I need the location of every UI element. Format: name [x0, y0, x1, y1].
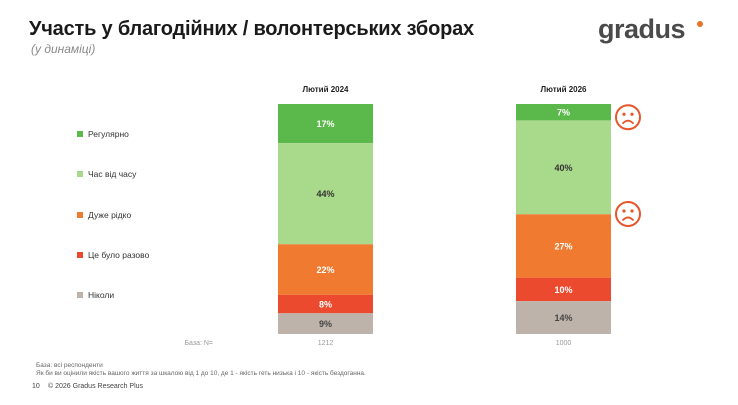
bar-segment	[278, 313, 373, 334]
copyright: © 2026 Gradus Research Plus	[48, 383, 144, 390]
data-label: 9%	[319, 319, 332, 329]
legend-label: Дуже рідко	[88, 210, 131, 220]
bar-segment	[278, 104, 373, 144]
sad-face-icon	[615, 104, 641, 131]
data-label: 17%	[316, 119, 334, 129]
data-label: 44%	[316, 189, 334, 199]
bar-segment	[516, 301, 611, 334]
bar-segment	[278, 244, 373, 295]
legend-swatch	[77, 171, 83, 177]
legend-label: Регулярно	[88, 129, 129, 139]
page-title: Участь у благодійних / волонтерських збо…	[29, 18, 474, 40]
page-number: 10	[32, 383, 40, 390]
sad-face-icon	[615, 200, 641, 227]
data-label: 7%	[557, 108, 570, 118]
data-label: 22%	[316, 265, 334, 275]
page-subtitle: (у динаміці)	[31, 42, 96, 56]
bar-segment	[516, 120, 611, 215]
legend-swatch	[77, 212, 83, 218]
base-value: 1000	[556, 340, 572, 347]
base-label: База: N=	[184, 340, 213, 347]
legend-swatch	[77, 252, 83, 258]
data-label: 10%	[554, 285, 572, 295]
category-label: Лютий 2024	[302, 85, 349, 94]
data-label: 8%	[319, 300, 332, 310]
footnote-base: База: всі респонденти	[36, 362, 103, 369]
legend-swatch	[77, 131, 83, 137]
bar-segment	[516, 214, 611, 278]
footnote-question: Як би ви оцінили якість вашого життя за …	[36, 370, 366, 377]
data-label: 40%	[554, 163, 572, 173]
bar-segment	[516, 104, 611, 121]
legend-swatch	[77, 292, 83, 298]
bar-segment	[516, 277, 611, 302]
legend-label: Ніколи	[88, 290, 114, 300]
legend-label: Це було разово	[88, 250, 150, 260]
legend-label: Час від часу	[88, 169, 137, 179]
data-label: 14%	[554, 313, 572, 323]
base-value: 1212	[318, 340, 334, 347]
data-label: 27%	[554, 241, 572, 251]
gradus-logo: gradus	[598, 14, 686, 44]
bar-segment	[278, 143, 373, 245]
category-label: Лютий 2026	[540, 85, 587, 94]
bar-segment	[278, 294, 373, 314]
logo-dot	[697, 21, 703, 27]
